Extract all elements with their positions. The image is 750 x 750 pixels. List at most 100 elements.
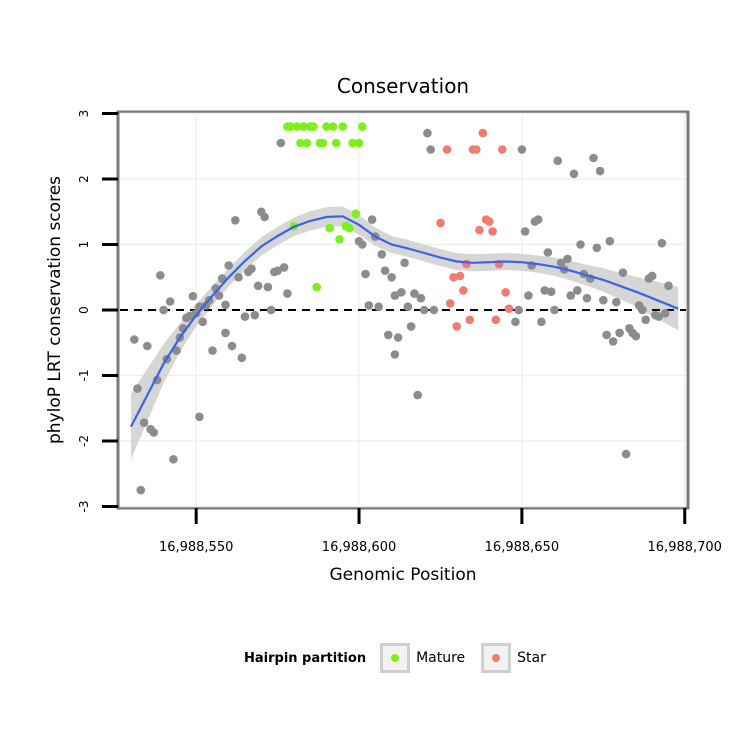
legend-label-star: Star: [517, 650, 546, 666]
y-tick-label: -2: [77, 435, 91, 447]
point-star: [501, 288, 510, 297]
y-tick-label: 1: [77, 241, 91, 249]
point-other: [621, 449, 631, 459]
point-mature: [351, 209, 361, 218]
point-other: [533, 215, 543, 224]
point-star: [449, 273, 458, 282]
point-other: [553, 156, 562, 165]
point-other: [143, 341, 152, 351]
point-mature: [322, 122, 331, 131]
point-mature: [331, 138, 341, 148]
point-other: [403, 302, 413, 312]
point-other: [605, 236, 615, 246]
x-tick-label: 16,988,650: [485, 540, 559, 555]
point-other: [416, 293, 426, 303]
point-star: [498, 145, 507, 154]
point-other: [602, 330, 611, 340]
point-other: [664, 281, 673, 291]
point-other: [172, 346, 181, 355]
point-other: [660, 309, 670, 318]
y-axis: -3 -2 -1 0 1 2 3: [77, 110, 118, 513]
point-mature: [318, 138, 328, 148]
point-other: [595, 166, 605, 176]
point-mature: [286, 122, 295, 131]
point-other: [563, 254, 572, 264]
point-other: [406, 322, 416, 331]
point-other: [638, 305, 647, 315]
point-star: [465, 315, 475, 325]
legend-item-star: Star: [481, 643, 556, 673]
point-mature: [345, 223, 354, 233]
y-axis-label: phyloP LRT conservation scores: [45, 176, 65, 444]
point-other: [569, 169, 579, 179]
point-mature: [338, 122, 348, 131]
point-other: [654, 312, 663, 321]
point-other: [133, 384, 142, 393]
point-other: [240, 312, 250, 321]
point-other: [208, 346, 217, 355]
legend-item-mature: Mature: [380, 643, 475, 673]
smooth-curve: [130, 215, 679, 428]
point-other: [361, 269, 370, 279]
point-other: [367, 215, 377, 224]
point-other: [377, 250, 387, 259]
y-tick-label: -1: [77, 370, 91, 382]
point-other: [543, 248, 553, 257]
star-dot-icon: [492, 654, 501, 662]
x-axis-label: Genomic Position: [329, 565, 476, 585]
point-other: [647, 271, 657, 281]
point-star: [491, 315, 501, 325]
point-other: [276, 138, 286, 148]
point-other: [524, 291, 533, 300]
point-other: [582, 293, 592, 303]
point-other: [520, 227, 530, 236]
y-tick-label: -3: [77, 501, 91, 513]
point-mature: [328, 122, 338, 131]
point-other: [556, 258, 566, 268]
point-other: [419, 305, 429, 315]
point-other: [260, 212, 269, 222]
point-other: [283, 289, 292, 298]
point-other: [169, 455, 178, 464]
point-other: [227, 341, 237, 351]
point-other: [149, 428, 159, 437]
point-other: [573, 286, 582, 295]
point-star: [504, 304, 514, 314]
point-mature: [335, 235, 344, 244]
point-other: [384, 330, 393, 340]
point-other: [159, 305, 168, 315]
point-other: [198, 317, 207, 327]
point-other: [592, 243, 602, 253]
point-other: [165, 297, 175, 306]
point-other: [546, 287, 556, 297]
point-mature: [325, 223, 335, 233]
point-other: [608, 337, 618, 346]
point-mature: [348, 138, 357, 148]
x-tick-label: 16,988,700: [648, 540, 722, 555]
point-other: [410, 289, 419, 298]
point-other: [250, 310, 260, 320]
point-other: [631, 331, 641, 341]
point-other: [540, 286, 549, 295]
point-star: [442, 145, 452, 154]
point-mature: [299, 122, 309, 131]
point-other: [393, 333, 403, 342]
point-other: [266, 305, 276, 315]
point-mature: [309, 122, 318, 131]
point-other: [188, 291, 198, 301]
point-other: [641, 315, 650, 325]
x-tick-label: 16,988,600: [322, 540, 396, 555]
point-other: [517, 145, 527, 154]
legend-key-mature: [380, 643, 411, 673]
y-tick-label: 3: [77, 110, 91, 118]
point-other: [400, 258, 409, 268]
point-other: [221, 328, 230, 338]
point-other: [387, 273, 396, 282]
chart-title: Conservation: [337, 74, 469, 98]
point-other: [214, 291, 224, 300]
point-other: [390, 350, 400, 359]
point-star: [445, 299, 455, 308]
legend-title: Hairpin partition: [244, 650, 367, 666]
point-other: [253, 281, 263, 291]
point-mature: [358, 122, 367, 131]
